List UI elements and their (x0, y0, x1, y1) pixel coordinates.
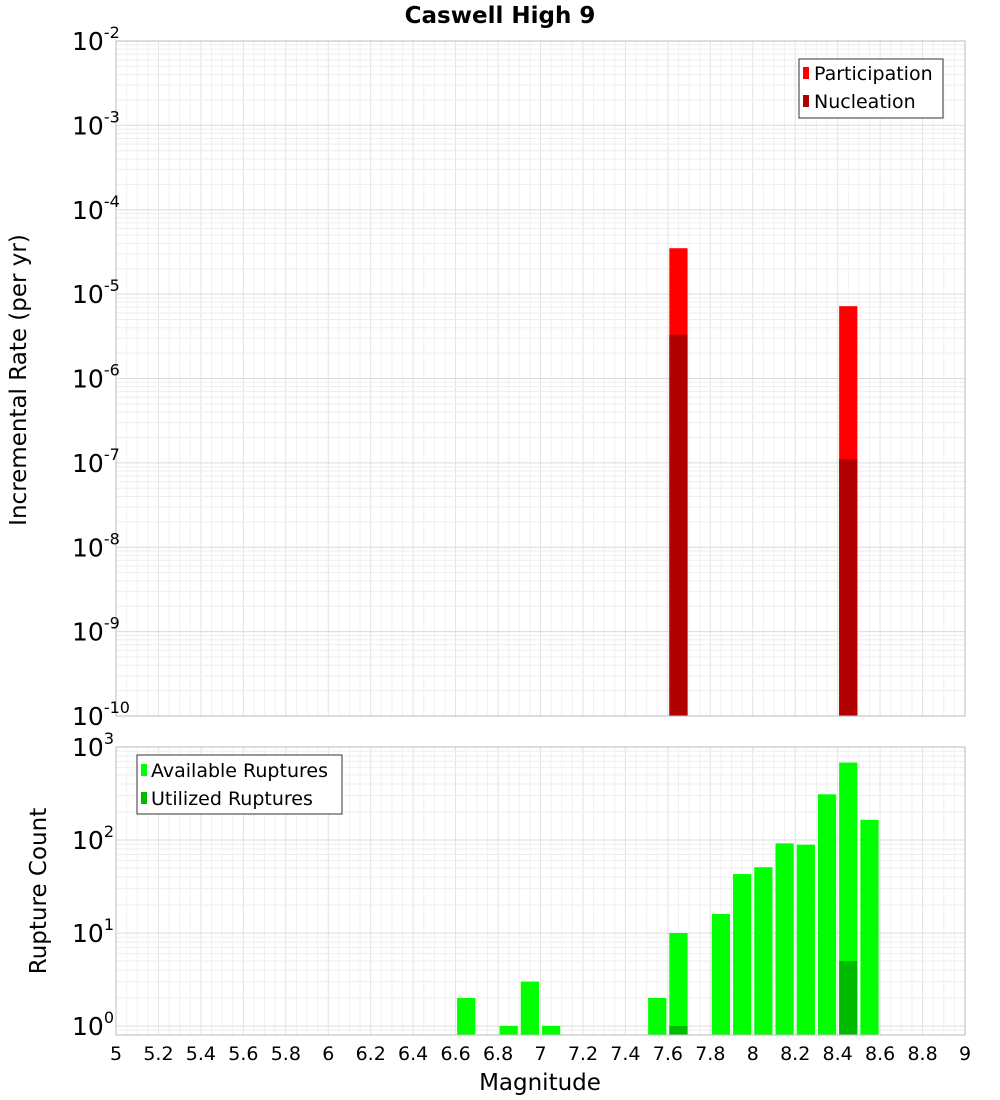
x-tick-labels: 5 5.2 5.4 5.6 5.8 6 6.2 6.4 6.6 6.8 7 7.2 7.4 7.6 7.8 8… (110, 1043, 971, 1065)
available-ruptures-bar-7.05 (542, 1025, 561, 1035)
available-ruptures-bar-8.55 (860, 819, 879, 1035)
legend-swatch-utilized (141, 792, 147, 804)
utilized-ruptures-bar-7.65 (669, 1025, 688, 1035)
x-tick-label: 8.6 (865, 1043, 895, 1065)
x-axis-label: Magnitude (479, 1070, 601, 1096)
x-tick-label: 7.8 (695, 1043, 725, 1065)
available-ruptures-bar-6.65 (457, 997, 476, 1035)
top-plot-frame (115, 40, 966, 717)
top-y-tick-label: 10-4 (72, 192, 120, 225)
bottom-y-tick-label: 101 (72, 915, 114, 948)
x-tick-label: 6.4 (398, 1043, 428, 1065)
x-tick-label: 8.2 (780, 1043, 810, 1065)
chart-title: Caswell High 9 (405, 3, 596, 29)
x-tick-label: 6.6 (440, 1043, 470, 1065)
x-tick-label: 6 (322, 1043, 334, 1065)
available-ruptures-bar-6.95 (520, 981, 539, 1035)
x-tick-label: 5 (110, 1043, 122, 1065)
utilized-ruptures-bar-8.45 (839, 960, 858, 1035)
legend-swatch-nucleation (803, 95, 809, 107)
top-y-tick-label: 10-8 (72, 529, 120, 562)
available-ruptures-bar-6.85 (499, 1025, 518, 1035)
legend-swatch-available (141, 764, 147, 776)
x-tick-label: 5.4 (186, 1043, 216, 1065)
top-legend-box (798, 58, 944, 119)
x-tick-label: 6.8 (483, 1043, 513, 1065)
available-ruptures-bar-7.95 (733, 874, 752, 1035)
x-tick-label: 7.4 (610, 1043, 640, 1065)
top-panel-bars (669, 248, 858, 717)
available-ruptures-bar-7.55 (648, 997, 667, 1035)
x-tick-label: 7.6 (653, 1043, 683, 1065)
top-y-tick-label: 10-3 (72, 107, 120, 140)
available-ruptures-bar-8.25 (796, 844, 815, 1035)
legend-label-nucleation: Nucleation (814, 91, 916, 113)
nucleation-bar-7.65 (669, 334, 688, 716)
bottom-plot-frame (115, 746, 966, 1036)
top-y-tick-label: 10-6 (72, 361, 120, 394)
legend-label-available: Available Ruptures (151, 760, 328, 782)
x-tick-label: 6.2 (356, 1043, 386, 1065)
x-tick-label: 7.2 (568, 1043, 598, 1065)
x-tick-label: 9 (959, 1043, 971, 1065)
bottom-legend-box (136, 754, 343, 815)
top-y-tick-labels: 10-10 10-9 10-8 10-7 10-6 10-5 10-4 10-3 10-2 (72, 23, 130, 731)
legend-label-utilized: Utilized Ruptures (151, 788, 313, 810)
top-legend: Participation Nucleation (798, 58, 944, 119)
top-y-tick-label: 10-7 (72, 445, 120, 478)
bottom-panel-bars (457, 762, 879, 1035)
x-tick-label: 5.6 (228, 1043, 258, 1065)
legend-swatch-participation (803, 67, 809, 79)
nucleation-bar-8.45 (839, 459, 858, 716)
top-y-tick-label: 10-5 (72, 276, 120, 309)
top-panel-gridlines (115, 40, 966, 717)
available-ruptures-bar-8.05 (754, 867, 773, 1035)
available-ruptures-bar-8.35 (817, 794, 837, 1035)
x-tick-label: 8 (747, 1043, 759, 1065)
top-y-axis-label: Incremental Rate (per yr) (6, 234, 32, 526)
x-tick-label: 8.4 (823, 1043, 853, 1065)
bottom-y-tick-labels: 100 101 102 103 (72, 729, 114, 1041)
available-ruptures-bar-8.15 (775, 843, 794, 1035)
bottom-y-tick-label: 100 (72, 1008, 114, 1041)
top-y-tick-label: 10-10 (72, 698, 130, 731)
available-ruptures-bar-7.85 (711, 914, 731, 1035)
x-tick-label: 8.8 (907, 1043, 937, 1065)
bottom-legend: Available Ruptures Utilized Ruptures (136, 754, 343, 815)
bottom-y-tick-label: 102 (72, 822, 114, 855)
x-tick-label: 7 (534, 1043, 546, 1065)
bottom-y-axis-label: Rupture Count (26, 808, 52, 974)
bottom-y-tick-label: 103 (72, 729, 114, 762)
x-tick-label: 5.2 (143, 1043, 173, 1065)
top-y-tick-label: 10-2 (72, 23, 120, 56)
top-y-tick-label: 10-9 (72, 614, 120, 647)
legend-label-participation: Participation (814, 63, 933, 85)
x-tick-label: 5.8 (271, 1043, 301, 1065)
available-ruptures-bar-7.65 (669, 932, 688, 1035)
